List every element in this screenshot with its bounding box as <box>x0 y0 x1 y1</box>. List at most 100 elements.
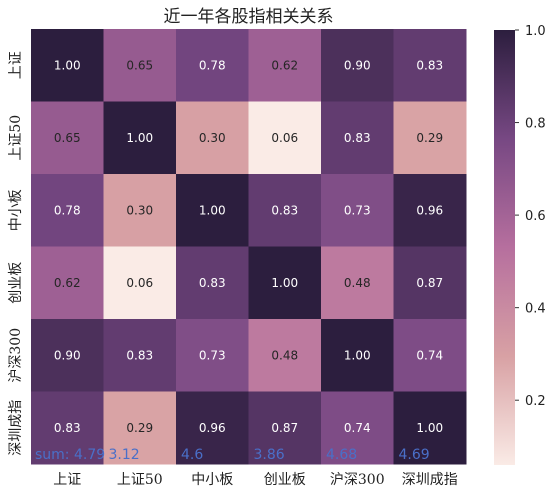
heatmap-cell <box>103 29 177 102</box>
cell-value-label: 0.06 <box>126 276 153 290</box>
heatmap-cell <box>321 246 394 320</box>
heatmap-cell <box>321 29 394 102</box>
heatmap-cell <box>103 101 177 175</box>
cell-value-label: 0.83 <box>54 421 81 435</box>
column-labels: 上证 上证50 中小板 创业板 沪深300 深圳成指 <box>53 472 458 488</box>
sum-annotation: 3.12 <box>109 447 140 463</box>
sum-annotation: 4.6 <box>181 447 203 463</box>
chart-title: 近一年各股指相关关系 <box>164 7 334 27</box>
cell-value-label: 1.00 <box>271 276 298 290</box>
colorbar-tick-label: 0.6 <box>525 209 546 224</box>
cell-value-label: 0.96 <box>416 203 443 217</box>
row-label: 中小板 <box>8 189 24 231</box>
heatmap-cell <box>248 174 322 247</box>
row-label: 创业板 <box>8 262 24 304</box>
heatmap-cell <box>31 391 104 465</box>
heatmap-cell <box>176 101 249 175</box>
cell-value-label: 1.00 <box>344 348 371 362</box>
column-label: 创业板 <box>264 472 306 488</box>
row-label: 深圳成指 <box>8 400 24 456</box>
sum-annotation: 4.68 <box>326 447 357 463</box>
cell-value-label: 0.73 <box>344 203 371 217</box>
heatmap-cell <box>103 319 177 392</box>
cell-value-label: 0.73 <box>199 348 226 362</box>
cell-value-label: 0.78 <box>54 203 81 217</box>
column-label: 上证 <box>53 472 81 488</box>
heatmap-cell <box>103 174 177 247</box>
heatmap-cell <box>393 319 467 392</box>
cell-value-label: 0.96 <box>199 421 226 435</box>
heatmap-cell <box>176 246 249 320</box>
cell-value-label: 0.65 <box>126 58 153 72</box>
heatmap-cells <box>31 29 467 465</box>
cell-value-label: 0.78 <box>199 58 226 72</box>
cell-value-label: 0.65 <box>54 131 81 145</box>
cell-value-label: 0.90 <box>54 348 81 362</box>
cell-value-label: 1.00 <box>126 131 153 145</box>
cell-value-label: 0.30 <box>199 131 226 145</box>
heatmap-cell <box>176 174 249 247</box>
cell-value-label: 0.83 <box>126 348 153 362</box>
heatmap-cell <box>321 319 394 392</box>
row-label: 上证 <box>8 51 24 79</box>
sum-annotation: 3.86 <box>254 447 285 463</box>
cell-value-label: 1.00 <box>199 203 226 217</box>
column-label: 沪深300 <box>330 472 385 488</box>
cell-value-label: 1.00 <box>54 58 81 72</box>
heatmap-cell <box>393 246 467 320</box>
column-label: 上证50 <box>117 472 163 488</box>
cell-value-label: 0.90 <box>344 58 371 72</box>
heatmap-cell <box>393 391 467 465</box>
heatmap-cell <box>321 101 394 175</box>
heatmap-cell <box>393 29 467 102</box>
colorbar-gradient <box>494 30 515 465</box>
cell-value-label: 0.06 <box>271 131 298 145</box>
colorbar: 0.2 0.4 0.6 0.8 1.0 <box>494 24 546 465</box>
heatmap-cell <box>176 29 249 102</box>
cell-value-label: 0.83 <box>416 58 443 72</box>
row-label: 上证50 <box>8 115 24 161</box>
heatmap-cell <box>103 391 177 465</box>
cell-value-label: 0.74 <box>344 421 371 435</box>
heatmap-cell <box>248 391 322 465</box>
cell-value-label: 0.48 <box>344 276 371 290</box>
colorbar-tick-label: 0.2 <box>525 394 546 409</box>
cell-value-label: 1.00 <box>416 421 443 435</box>
cell-value-label: 0.83 <box>199 276 226 290</box>
heatmap-cell <box>31 29 104 102</box>
heatmap-cell <box>31 319 104 392</box>
heatmap-cell <box>31 174 104 247</box>
heatmap-cell <box>393 101 467 175</box>
heatmap-cell-labels: 1.00 0.65 0.78 0.62 0.90 0.83 0.65 1.00 0.30 0.06… <box>54 58 443 435</box>
cell-value-label: 0.62 <box>54 276 81 290</box>
heatmap-cell <box>321 391 394 465</box>
heatmap-cell <box>321 174 394 247</box>
heatmap-cell <box>31 101 104 175</box>
cell-value-label: 0.48 <box>271 348 298 362</box>
cell-value-label: 0.87 <box>271 421 298 435</box>
row-label: 沪深300 <box>8 328 24 383</box>
cell-value-label: 0.29 <box>126 421 153 435</box>
cell-value-label: 0.62 <box>271 58 298 72</box>
heatmap-cell <box>103 246 177 320</box>
colorbar-tick-label: 0.4 <box>525 302 546 317</box>
cell-value-label: 0.29 <box>416 131 443 145</box>
cell-value-label: 0.83 <box>344 131 371 145</box>
column-label: 中小板 <box>191 472 233 488</box>
cell-value-label: 0.87 <box>416 276 443 290</box>
sum-annotations: sum: 4.79 3.12 4.6 3.86 4.68 4.69 <box>35 447 430 463</box>
heatmap-cell <box>248 246 322 320</box>
heatmap-cell <box>248 29 322 102</box>
heatmap-cell <box>393 174 467 247</box>
sum-annotation: 4.69 <box>399 447 430 463</box>
heatmap-cell <box>176 391 249 465</box>
heatmap-cell <box>248 319 322 392</box>
colorbar-tick-label: 0.8 <box>525 117 546 132</box>
column-label: 深圳成指 <box>402 472 458 488</box>
heatmap-cell <box>248 101 322 175</box>
heatmap-cell <box>31 246 104 320</box>
cell-value-label: 0.74 <box>416 348 443 362</box>
sum-annotation: sum: 4.79 <box>35 447 105 463</box>
